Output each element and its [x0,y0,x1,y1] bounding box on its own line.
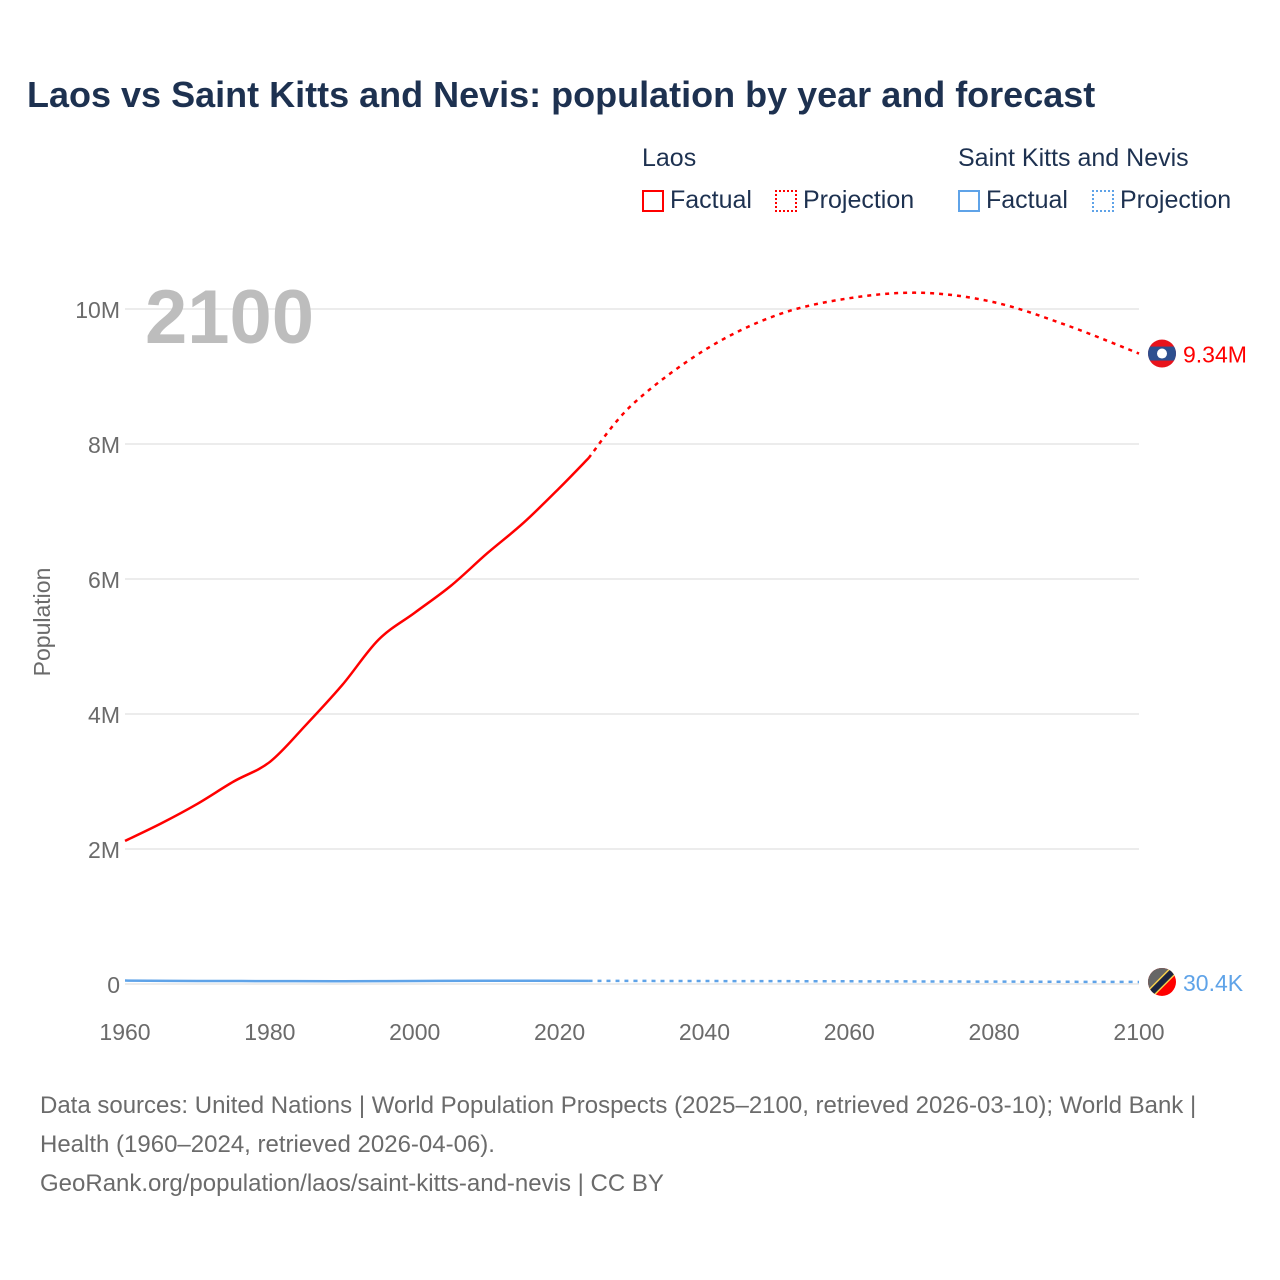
legend-swatch [1092,189,1114,212]
year-watermark: 2100 [145,275,314,360]
y-tick-label: 2M [88,837,120,863]
x-tick-label: 1980 [244,1019,295,1045]
laos-end-label: 9.34M [1183,342,1247,368]
chart-title: Laos vs Saint Kitts and Nevis: populatio… [27,74,1096,115]
legend-label: Factual [986,186,1068,214]
legend-swatch [775,189,797,212]
laos-flag-marker [1148,339,1176,368]
y-tick-label: 10M [75,297,120,323]
x-tick-label: 2000 [389,1019,440,1045]
laos-projection-line [587,291,1140,459]
skn-factual-line [124,979,589,983]
x-tick-label: 2060 [824,1019,875,1045]
legend-skn-factual[interactable]: Factual [958,186,1068,215]
y-tick-label: 8M [88,432,120,458]
x-tick-label: 1960 [99,1019,150,1045]
legend-group-skn: Saint Kitts and Nevis [958,144,1189,172]
footer: Data sources: United Nations | World Pop… [40,1086,1240,1203]
chart-plot: 0 2M 4M 6M 8M 10M 1960 1980 2000 2020 2040 2060 2080… [29,275,1247,1045]
y-tick-label: 4M [88,702,120,728]
y-axis-label: Population [29,568,55,677]
legend-swatch [958,189,980,212]
x-tick-label: 2040 [679,1019,730,1045]
legend-skn-projection[interactable]: Projection [1092,186,1231,215]
x-tick-label: 2020 [534,1019,585,1045]
skn-end-label: 30.4K [1183,970,1244,996]
legend-laos-factual[interactable]: Factual [642,186,752,215]
source-link[interactable]: GeoRank.org/population/laos/saint-kitts-… [40,1170,664,1197]
legend-group-laos: Laos [642,144,697,172]
x-tick-label: 2080 [969,1019,1020,1045]
laos-factual-line [124,457,590,843]
legend-swatch [642,189,664,212]
legend-laos-projection[interactable]: Projection [775,186,914,215]
data-sources: Data sources: United Nations | World Pop… [40,1092,1197,1158]
skn-flag-marker [1148,967,1176,996]
legend-label: Projection [1120,186,1232,214]
x-tick-label: 2100 [1113,1019,1164,1045]
y-tick-label: 6M [88,567,120,593]
y-tick-label: 0 [107,972,120,998]
skn-projection-line [588,979,1140,984]
legend-label: Factual [670,186,752,214]
legend-label: Projection [803,186,915,214]
